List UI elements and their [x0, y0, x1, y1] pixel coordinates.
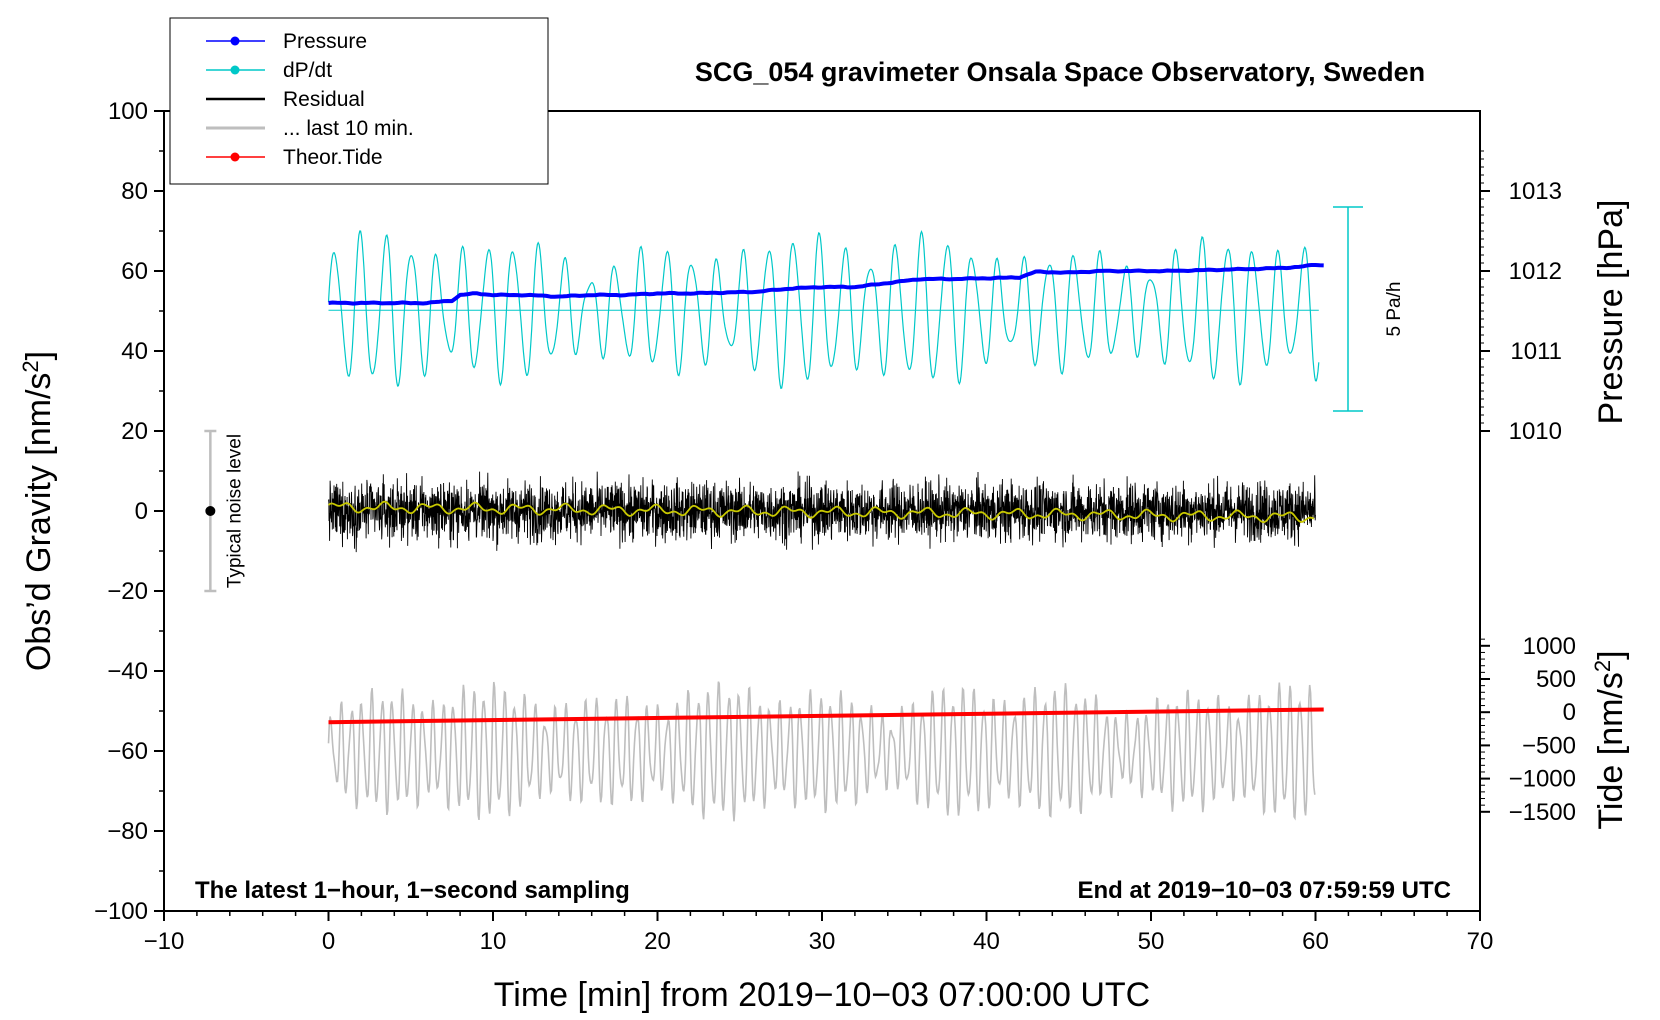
y-axis-label-sup: 2	[18, 360, 43, 372]
legend: Pressure dP/dt Residual ... last 10 min. The…	[169, 17, 549, 185]
y-tick-label: 60	[121, 258, 148, 285]
pressure-tick-label: 1011	[1510, 338, 1562, 365]
y-tick-label: 20	[121, 418, 148, 445]
y-tick-label: 0	[135, 498, 148, 525]
noise-level-label: Typical noise level	[224, 434, 245, 588]
x-axis-label: Time [min] from 2019−10−03 07:00:00 UTC	[494, 976, 1150, 1014]
x-tick-label: 40	[973, 928, 1000, 955]
legend-marker	[230, 65, 240, 75]
legend-label: dP/dt	[283, 59, 332, 82]
legend-label: Pressure	[283, 30, 367, 53]
x-axis-ticks: −10 0 10 20 30 40 50 60 70	[144, 911, 1494, 955]
y-tick-label: 80	[121, 178, 148, 205]
y-axis-ticks: −100 −80 −60 −40 −20 0 20 40 60 80 100	[94, 98, 164, 925]
y-tick-label: 40	[121, 338, 148, 365]
tide-axis-label-close: ]	[1592, 650, 1630, 659]
y-tick-label: −100	[94, 898, 148, 925]
tide-axis-label-text: Tide [nm/s	[1592, 672, 1630, 829]
y-axis-label-close: ]	[20, 351, 58, 360]
y-tick-label: −40	[107, 658, 148, 685]
tide-tick-label: −1000	[1509, 766, 1576, 793]
pressure-tick-label: 1010	[1509, 418, 1562, 445]
legend-marker	[230, 36, 240, 46]
legend-label: Residual	[283, 88, 365, 111]
y-tick-label: −20	[107, 578, 148, 605]
y-axis-label: Obs’d Gravity [nm/s2]	[18, 351, 58, 671]
noise-level-point	[205, 506, 216, 516]
tide-tick-label: −500	[1522, 732, 1576, 759]
legend-marker	[230, 152, 240, 162]
legend-label: ... last 10 min.	[283, 117, 414, 140]
dpdt-scale-bar: 5 Pa/h	[1333, 206, 1405, 412]
pressure-tick-label: 1013	[1509, 178, 1562, 205]
x-tick-label: 0	[322, 928, 335, 955]
annotation-left: The latest 1−hour, 1−second sampling	[195, 877, 630, 904]
annotation-right: End at 2019−10−03 07:59:59 UTC	[1077, 877, 1451, 904]
tide-tick-label: −1500	[1509, 799, 1576, 826]
dpdt-scale-label: 5 Pa/h	[1384, 282, 1405, 337]
residual-smoothed-line	[327, 500, 1315, 524]
x-tick-label: 70	[1467, 928, 1494, 955]
series-layer	[327, 229, 1324, 822]
tide-tick-label: 500	[1536, 666, 1576, 693]
last-10-min-line	[327, 681, 1316, 822]
x-tick-label: 60	[1302, 928, 1329, 955]
dpdt-line	[327, 229, 1320, 390]
x-tick-label: 50	[1138, 928, 1165, 955]
tide-axis-label-sup: 2	[1590, 660, 1615, 672]
x-tick-label: 10	[480, 928, 507, 955]
chart-title: SCG_054 gravimeter Onsala Space Observat…	[695, 57, 1425, 87]
legend-label: Theor.Tide	[283, 146, 383, 169]
pressure-tick-label: 1012	[1509, 258, 1562, 285]
tide-axis-ticks: −1500 −1000 −500 0 500 1000	[1480, 633, 1576, 826]
tide-tick-label: 0	[1563, 699, 1576, 726]
pressure-line	[328, 263, 1324, 306]
x-tick-label: 20	[644, 928, 671, 955]
x-tick-label: −10	[144, 928, 185, 955]
x-tick-label: 30	[809, 928, 836, 955]
tide-tick-label: 1000	[1523, 633, 1576, 660]
tide-axis-label: Tide [nm/s2]	[1590, 650, 1630, 829]
y-tick-label: −80	[107, 818, 148, 845]
pressure-axis-label: Pressure [hPa]	[1592, 200, 1630, 425]
y-tick-label: −60	[107, 738, 148, 765]
pressure-axis-ticks: 1010 1011 1012 1013	[1480, 150, 1562, 445]
noise-level-indicator: Typical noise level	[204, 429, 245, 593]
y-tick-label: 100	[108, 98, 148, 125]
theor-tide-line	[328, 707, 1324, 725]
y-axis-label-text: Obs’d Gravity [nm/s	[20, 373, 58, 672]
residual-line	[328, 471, 1316, 553]
